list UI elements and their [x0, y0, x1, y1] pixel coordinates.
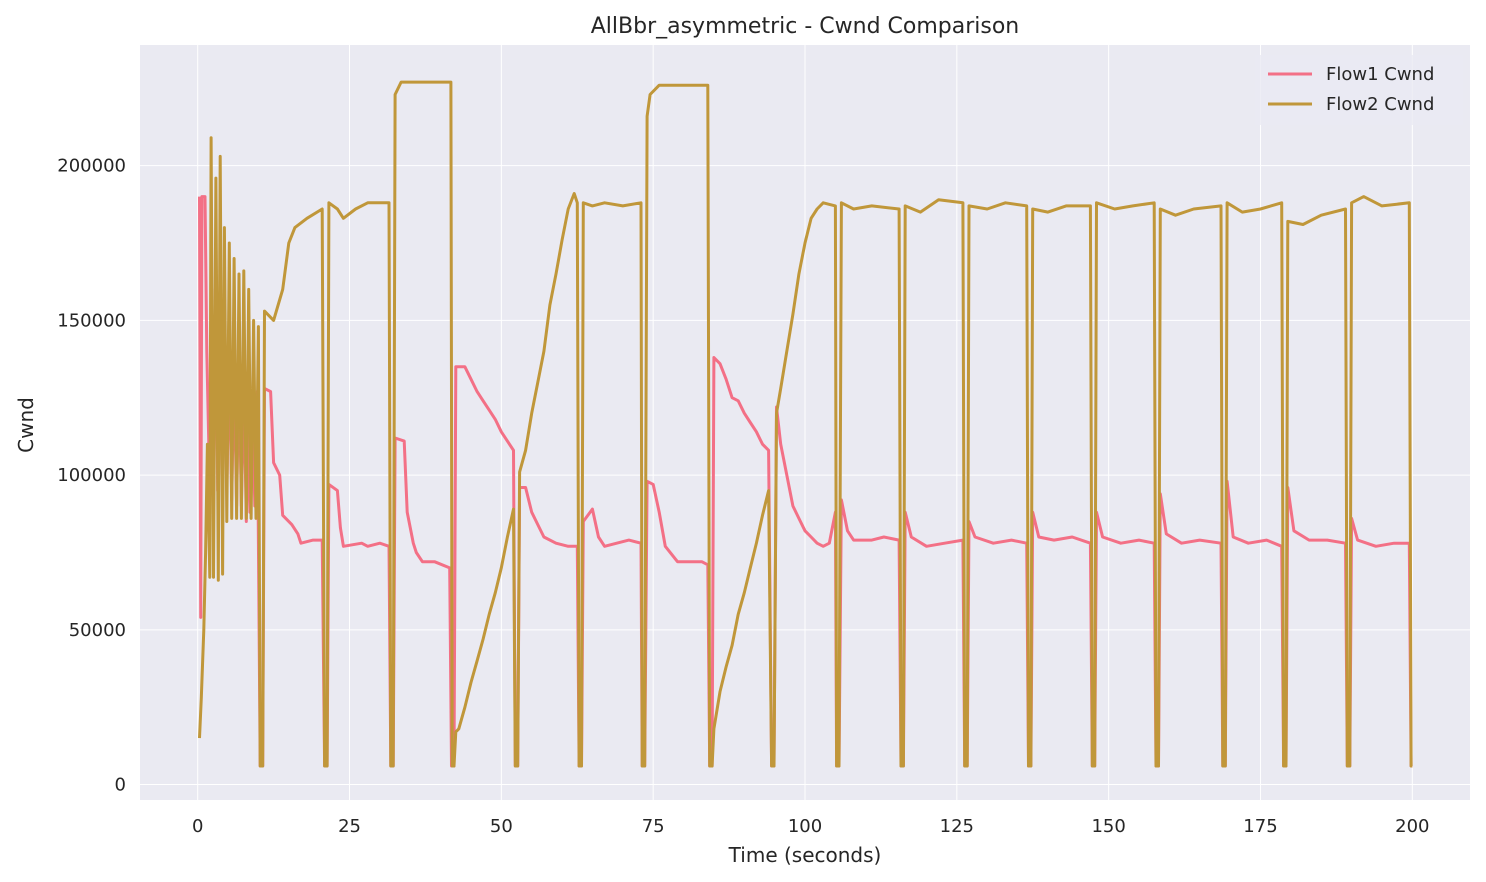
legend-box [1255, 55, 1463, 125]
x-axis-label: Time (seconds) [728, 843, 882, 867]
x-tick-label: 75 [642, 816, 665, 837]
legend: Flow1 Cwnd Flow2 Cwnd [1255, 55, 1463, 125]
y-tick-label: 200000 [57, 156, 126, 177]
x-tick-label: 25 [338, 816, 361, 837]
x-tick-label: 175 [1243, 816, 1277, 837]
series-line-flow2 [198, 80, 1413, 768]
chart-title: AllBbr_asymmetric - Cwnd Comparison [591, 14, 1020, 39]
y-tick-label: 100000 [57, 465, 126, 486]
x-axis-ticks: 0 25 50 75 100 125 150 175 200 [192, 816, 1430, 837]
legend-label-flow2: Flow2 Cwnd [1326, 94, 1434, 115]
x-tick-label: 0 [192, 816, 203, 837]
x-tick-label: 150 [1091, 816, 1125, 837]
y-axis-label: Cwnd [14, 397, 38, 453]
x-tick-label: 125 [940, 816, 974, 837]
y-axis-ticks: 0 50000 100000 150000 200000 [57, 156, 126, 796]
series-line-flow1 [198, 195, 1413, 768]
y-tick-label: 150000 [57, 310, 126, 331]
x-tick-label: 50 [490, 816, 513, 837]
series-layer [198, 80, 1413, 768]
y-tick-label: 0 [115, 775, 126, 796]
x-tick-label: 100 [788, 816, 822, 837]
legend-label-flow1: Flow1 Cwnd [1326, 64, 1434, 85]
gridlines [140, 45, 1470, 800]
x-tick-label: 200 [1395, 816, 1429, 837]
y-tick-label: 50000 [69, 620, 126, 641]
